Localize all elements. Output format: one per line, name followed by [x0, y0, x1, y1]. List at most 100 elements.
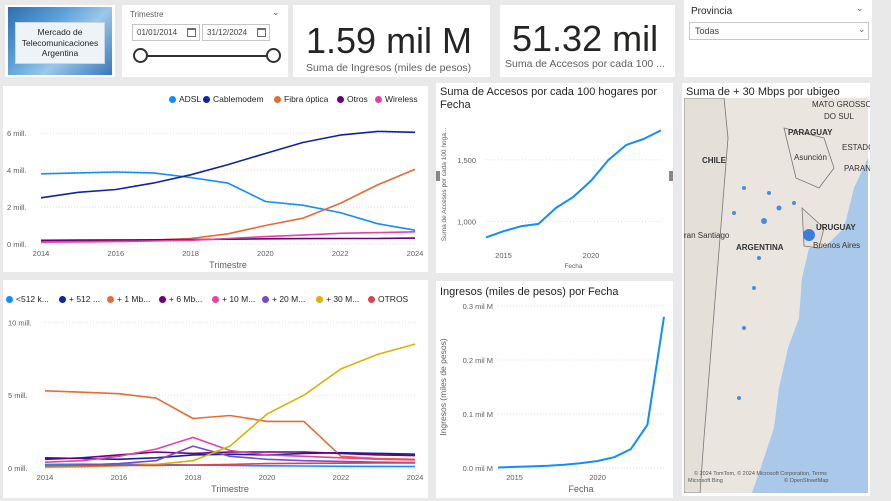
speed-chart-tile[interactable]: <512 k... + 512 ... + 1 Mb... + 6 Mb... … — [3, 280, 428, 498]
x-tick-label: 2015 — [506, 473, 523, 482]
legend-item-30m[interactable]: + 30 M... — [316, 294, 359, 304]
provincia-dropdown[interactable]: Todas ⌄ — [689, 22, 869, 40]
chevron-down-icon[interactable]: ⌄ — [272, 7, 280, 17]
y-tick-label: 5 mill. — [8, 391, 28, 400]
legend-label: ADSL — [179, 94, 202, 104]
ingresos-chart-svg: 0.0 mil M 0.1 mil M 0.2 mil M 0.3 mil M 2015… — [438, 302, 665, 494]
calendar-icon[interactable] — [187, 28, 196, 37]
provincia-slicer[interactable]: Provincia ⌄ Todas ⌄ — [684, 0, 872, 77]
map-svg — [684, 98, 868, 493]
logo-line-1: Mercado de — [37, 27, 83, 38]
legend-dot — [107, 295, 114, 303]
map-canvas[interactable]: MATO GROSSO DO SUL PARAGUAY Asunción CHI… — [684, 98, 870, 493]
map-bubble[interactable] — [803, 229, 815, 241]
map-bubble[interactable] — [767, 191, 771, 195]
chevron-down-icon: ⌄ — [858, 24, 866, 34]
legend-label: + 10 M... — [222, 294, 256, 304]
legend-dot — [337, 95, 344, 103]
provincia-selected-value: Todas — [695, 26, 720, 36]
legend-item-10m[interactable]: + 10 M... — [212, 294, 255, 304]
x-tick-label: 2022 — [333, 473, 350, 482]
legend-label: + 20 M... — [272, 294, 306, 304]
legend-item-fibra[interactable]: Fibra óptica — [274, 94, 328, 104]
logo-tile: Mercado de Telecomunicaciones Argentina — [5, 5, 115, 77]
map-bubble[interactable] — [742, 326, 746, 330]
map-bubble[interactable] — [732, 211, 736, 215]
x-tick-label: 2024 — [407, 249, 424, 258]
legend-item-cablemodem[interactable]: Cablemodem — [203, 94, 264, 104]
ingresos-chart-tile[interactable]: Ingresos (miles de pesos) por Fecha 0.0 … — [436, 281, 673, 498]
legend-item-20m[interactable]: + 20 M... — [262, 294, 305, 304]
map-bubble[interactable] — [752, 286, 756, 290]
x-tick-label: 2022 — [332, 249, 349, 258]
legend-dot — [212, 295, 219, 303]
legend-item-1mb[interactable]: + 1 Mb... — [107, 294, 150, 304]
date-slider-start-handle[interactable] — [133, 48, 148, 63]
x-axis-label: Trimestre — [209, 260, 247, 270]
legend-label: <512 k... — [16, 294, 49, 304]
y-tick-label: 0.1 mil M — [463, 410, 493, 419]
date-slicer[interactable]: Trimestre ⌄ 01/01/2014 31/12/2024 — [122, 5, 288, 77]
end-date-value: 31/12/2024 — [207, 28, 248, 37]
x-tick-label: 2015 — [495, 251, 512, 260]
legend-dot — [203, 95, 210, 103]
legend-dot — [262, 295, 269, 303]
card-accesos-label: Suma de Accesos por cada 100 ... — [505, 58, 665, 70]
resize-handle-left[interactable] — [436, 171, 440, 181]
legend-item-otros[interactable]: OTROS — [368, 294, 408, 304]
map-bubble[interactable] — [742, 186, 746, 190]
legend-item-wireless[interactable]: Wireless — [375, 94, 418, 104]
series-line-7 — [44, 343, 416, 469]
end-date-input[interactable]: 31/12/2024 — [202, 24, 270, 41]
start-date-input[interactable]: 01/01/2014 — [132, 24, 200, 41]
speed-chart-svg: 0 mill. 5 mill. 10 mill. 2014 2016 2018 2020 20… — [8, 318, 423, 494]
date-slider-end-handle[interactable] — [266, 48, 281, 63]
legend-label: + 30 M... — [326, 294, 360, 304]
resize-handle-right[interactable] — [669, 171, 673, 181]
map-tile[interactable]: Suma de + 30 Mbps por ubigeo MATO GROSSO — [682, 83, 870, 496]
tech-chart-tile[interactable]: ADSL Cablemodem Fibra óptica Otros Wirel… — [3, 86, 428, 272]
map-label-paraguay: PARAGUAY — [788, 128, 833, 137]
tech-chart-svg: 0 mill. 2 mill. 4 mill. 6 mill. 2014 2016 2018… — [7, 129, 424, 270]
x-tick-label: 2016 — [111, 473, 128, 482]
y-tick-label: 2 mill. — [7, 203, 27, 212]
series-line-5 — [40, 231, 416, 243]
y-tick-label: 4 mill. — [7, 166, 27, 175]
legend-item-otros[interactable]: Otros — [337, 94, 368, 104]
series-line-1 — [40, 171, 416, 231]
map-label-chile: CHILE — [702, 156, 726, 165]
series-line-1 — [497, 316, 665, 469]
map-label-parana: PARANÁ — [844, 164, 870, 173]
legend-label: Wireless — [385, 94, 418, 104]
map-bubble[interactable] — [757, 256, 761, 260]
card-accesos: 51.32 mil Suma de Accesos por cada 100 .… — [500, 5, 675, 77]
map-bubble[interactable] — [792, 201, 796, 205]
map-bubble[interactable] — [776, 205, 782, 211]
accesos-chart-tile[interactable]: Suma de Accesos por cada 100 hogares por… — [436, 83, 673, 273]
map-bubble[interactable] — [737, 396, 741, 400]
legend-dot — [274, 95, 281, 103]
x-tick-label: 2016 — [107, 249, 124, 258]
x-tick-label: 2014 — [37, 473, 54, 482]
chevron-down-icon[interactable]: ⌄ — [856, 3, 864, 13]
map-label-matogrosso: MATO GROSSO — [812, 100, 870, 109]
date-slider-track[interactable] — [140, 55, 274, 57]
x-axis-label: Fecha — [568, 484, 593, 494]
series-line-3 — [40, 168, 416, 242]
legend-item-6mb[interactable]: + 6 Mb... — [159, 294, 202, 304]
legend-item-512k[interactable]: <512 k... — [6, 294, 49, 304]
x-tick-label: 2020 — [259, 473, 276, 482]
y-tick-label: 0 mill. — [7, 240, 27, 249]
y-tick-label: 0.2 mil M — [463, 356, 493, 365]
x-axis-label: Trimestre — [211, 484, 249, 494]
y-tick-label: 0.0 mil M — [463, 464, 493, 473]
x-tick-label: 2020 — [257, 249, 274, 258]
provincia-label: Provincia — [691, 6, 733, 17]
card-ingresos-label: Suma de Ingresos (miles de pesos) — [306, 62, 472, 74]
legend-item-512[interactable]: + 512 ... — [59, 294, 100, 304]
map-bubble[interactable] — [761, 218, 767, 224]
legend-item-adsl[interactable]: ADSL — [169, 94, 201, 104]
calendar-icon[interactable] — [257, 28, 266, 37]
series-line-2 — [40, 130, 416, 199]
